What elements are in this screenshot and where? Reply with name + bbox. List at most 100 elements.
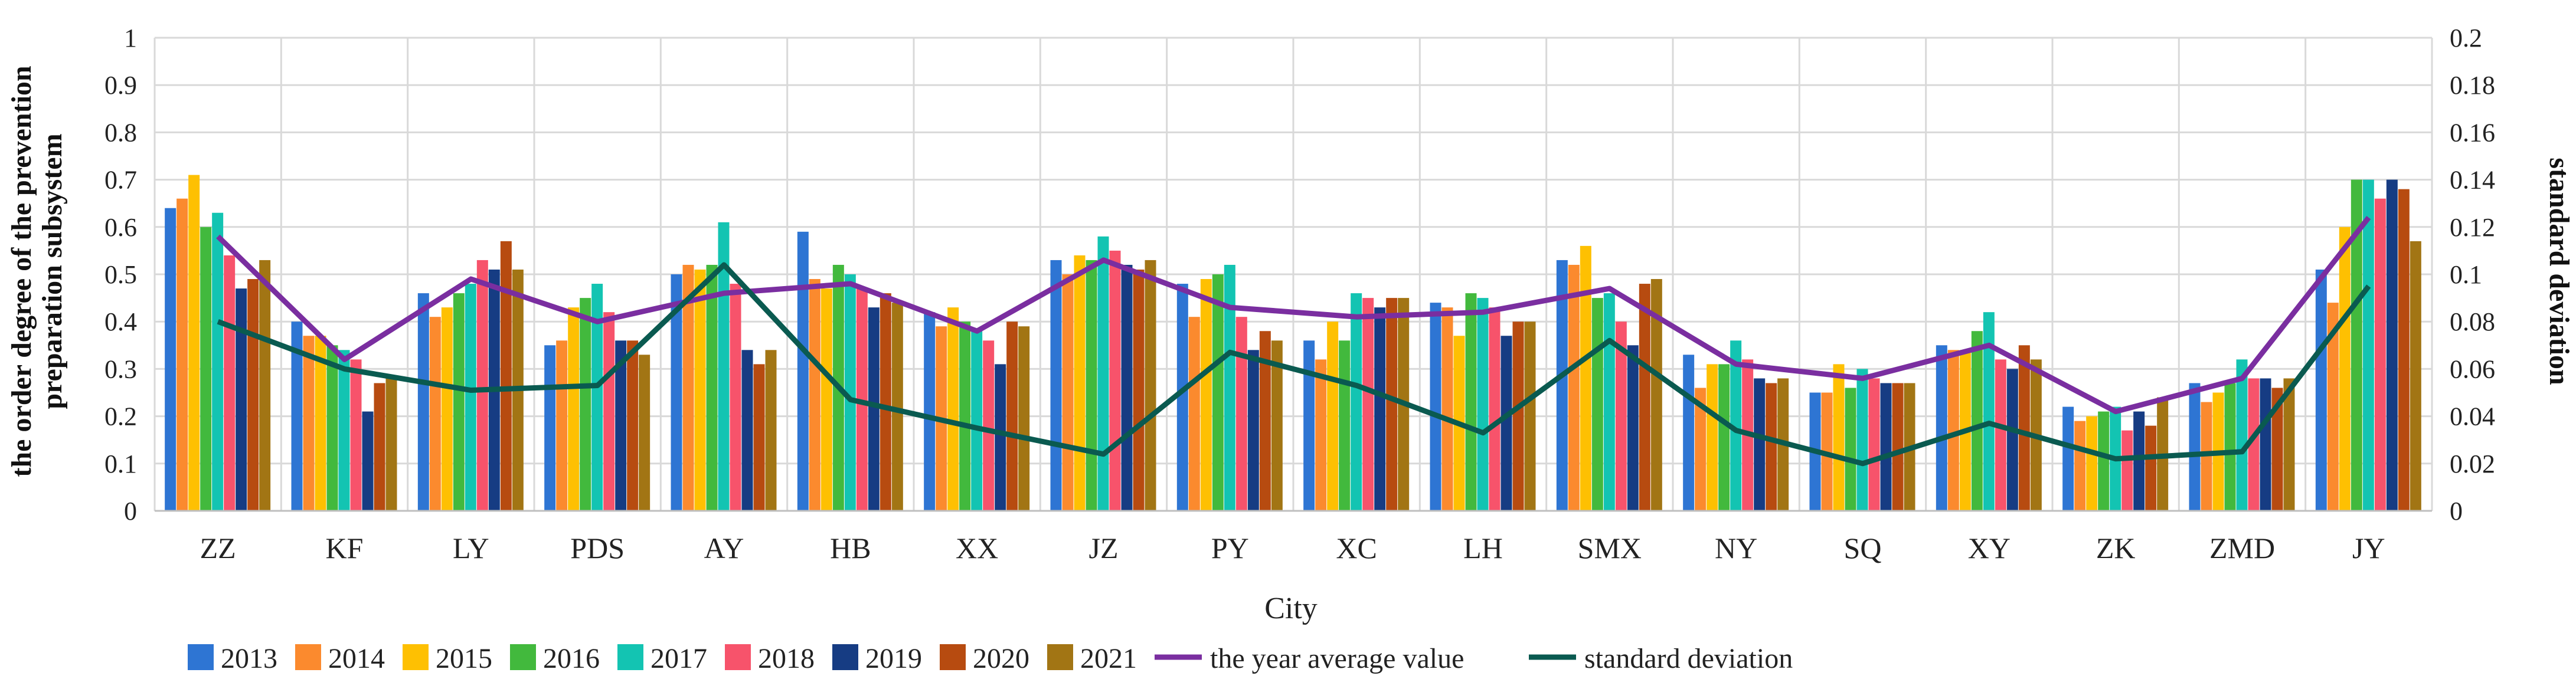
bar-2015-ZK	[2086, 416, 2098, 511]
x-tick-label: ZMD	[2209, 531, 2275, 565]
bar-2019-KF	[362, 411, 374, 511]
legend-swatch-2021	[1047, 644, 1073, 670]
bar-2013-JZ	[1050, 260, 1062, 511]
legend-label: 2013	[221, 643, 277, 674]
bar-2019-SQ	[1880, 383, 1892, 511]
bar-2016-PY	[1212, 274, 1224, 511]
legend-label: the year average value	[1210, 643, 1464, 674]
y-tick-right: 0	[2450, 497, 2463, 526]
bar-2018-KF	[350, 359, 362, 511]
bar-2019-JY	[2386, 179, 2398, 511]
bar-2020-XC	[1386, 298, 1398, 511]
bar-2018-SQ	[1868, 378, 1880, 511]
bar-2018-XX	[983, 340, 995, 511]
bar-2019-HB	[868, 307, 880, 511]
bar-2017-ZMD	[2236, 359, 2248, 511]
x-tick-label: ZZ	[200, 531, 236, 565]
bar-2017-LH	[1477, 298, 1489, 511]
y-tick-right: 0.02	[2450, 450, 2495, 478]
legend-label: 2021	[1080, 643, 1137, 674]
bar-2015-AY	[694, 269, 706, 511]
bar-2015-SQ	[1833, 364, 1845, 511]
bar-2020-SQ	[1892, 383, 1904, 511]
bar-2021-LH	[1524, 321, 1536, 511]
y-tick-left: 0.1	[104, 450, 137, 478]
y-axis-title-right: standard deviation	[2544, 158, 2575, 385]
bar-2021-ZMD	[2283, 378, 2295, 511]
bar-2017-JY	[2362, 179, 2374, 511]
bar-2016-LY	[453, 293, 465, 511]
bar-2015-KF	[315, 336, 326, 511]
bar-2015-PDS	[568, 307, 580, 511]
bar-2013-XC	[1303, 340, 1315, 511]
y-tick-right: 0.16	[2450, 118, 2495, 147]
bar-2020-LY	[500, 241, 512, 511]
bar-2018-PDS	[603, 312, 615, 511]
bar-2013-XY	[1936, 345, 1947, 511]
bar-2020-SMX	[1639, 284, 1650, 511]
bar-2017-ZZ	[212, 212, 224, 511]
bar-2013-LH	[1430, 303, 1441, 511]
bar-2014-PDS	[556, 340, 568, 511]
bar-2013-XX	[924, 312, 936, 511]
legend-label: 2018	[758, 643, 815, 674]
bar-2019-SMX	[1627, 345, 1639, 511]
x-tick-label: LY	[453, 531, 489, 565]
bar-2013-LY	[417, 293, 429, 511]
bar-2020-ZZ	[247, 279, 259, 511]
y-tick-right: 0.04	[2450, 402, 2495, 431]
legend-label: 2016	[543, 643, 600, 674]
bar-2014-ZZ	[176, 198, 188, 511]
bar-2015-JY	[2339, 227, 2351, 511]
bar-2018-ZZ	[224, 255, 236, 511]
x-tick-label: LH	[1463, 531, 1503, 565]
bar-2020-KF	[374, 383, 385, 511]
legend-swatch-2017	[617, 644, 643, 670]
bar-2020-XY	[2018, 345, 2030, 511]
x-tick-label: XY	[1968, 531, 2011, 565]
bar-2021-KF	[385, 378, 397, 511]
bar-2016-XY	[1971, 331, 1983, 511]
bar-2014-ZMD	[2201, 402, 2212, 511]
legend-swatch-2014	[295, 644, 321, 670]
bar-2019-ZMD	[2260, 378, 2271, 511]
bar-2019-LH	[1501, 336, 1512, 511]
series-lines	[216, 216, 2371, 467]
bar-2020-JY	[2398, 189, 2410, 511]
bar-2021-AY	[765, 350, 777, 511]
legend-label: 2019	[865, 643, 922, 674]
bar-2013-KF	[291, 321, 303, 511]
bar-2014-HB	[809, 279, 820, 511]
bar-2019-AY	[741, 350, 753, 511]
bar-2013-ZK	[2062, 406, 2074, 511]
y-tick-right: 0.12	[2450, 213, 2495, 242]
bar-2015-NY	[1707, 364, 1718, 511]
y-tick-right: 0.08	[2450, 307, 2495, 336]
x-tick-label: XC	[1336, 531, 1377, 565]
y-tick-left: 0.2	[104, 402, 137, 431]
legend-label: 2020	[973, 643, 1029, 674]
legend-swatch-2019	[832, 644, 858, 670]
x-tick-label: NY	[1715, 531, 1757, 565]
x-tick-label: HB	[830, 531, 871, 565]
bar-2017-PDS	[591, 284, 603, 511]
bar-2013-SMX	[1556, 260, 1568, 511]
bar-2013-NY	[1683, 355, 1695, 511]
bar-2020-LH	[1512, 321, 1524, 511]
legend-label: 2017	[650, 643, 707, 674]
bar-2020-XX	[1006, 321, 1018, 511]
bar-2018-XY	[1995, 359, 2006, 511]
bar-2015-XX	[947, 307, 959, 511]
bar-2021-HB	[891, 303, 903, 511]
bar-2014-LY	[429, 317, 441, 511]
legend-swatch-2020	[940, 644, 966, 670]
bar-2014-ZK	[2074, 421, 2086, 511]
bar-2017-SMX	[1603, 293, 1615, 511]
bar-2015-XC	[1327, 321, 1339, 511]
bar-2015-PY	[1200, 279, 1212, 511]
y-tick-left: 0.8	[104, 118, 137, 147]
bar-2018-JZ	[1109, 250, 1121, 511]
bar-2014-LH	[1441, 307, 1453, 511]
y-tick-left: 0.3	[104, 355, 137, 383]
